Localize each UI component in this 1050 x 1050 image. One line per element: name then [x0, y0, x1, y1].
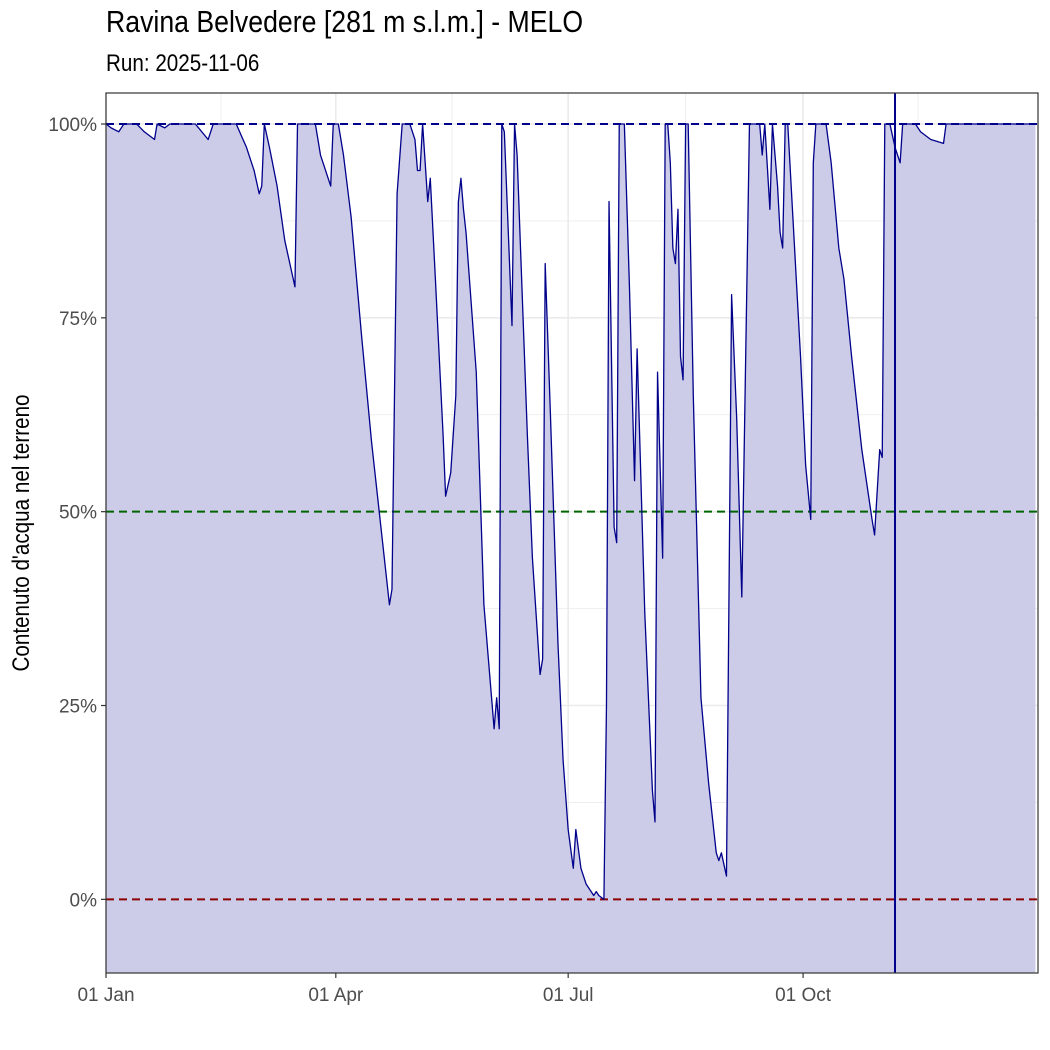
series-line [105, 123, 1036, 900]
plot-panel-border [105, 92, 1039, 974]
y-tick-label: 75% [59, 309, 97, 330]
y-tick-label: 25% [59, 697, 97, 718]
x-tick-label: 01 Oct [775, 985, 832, 1006]
x-tick-label: 01 Jul [543, 985, 594, 1006]
series-area [106, 124, 1036, 973]
y-tick-label: 0% [70, 890, 98, 911]
chart-subtitle: Run: 2025-11-06 [106, 50, 260, 77]
chart-title: Ravina Belvedere [281 m s.l.m.] - MELO [106, 4, 584, 39]
axes: 0% 25% 50% 75% 100% 01 Jan 01 Apr 01 Jul 01 Oct [48, 115, 831, 1006]
y-tick-label: 50% [59, 503, 97, 524]
x-tick-label: 01 Jan [77, 985, 134, 1006]
series-area-layer [106, 124, 1036, 973]
y-tick-label: 100% [48, 115, 97, 136]
series-line-layer [105, 93, 1036, 973]
x-tick-label: 01 Apr [308, 985, 364, 1006]
